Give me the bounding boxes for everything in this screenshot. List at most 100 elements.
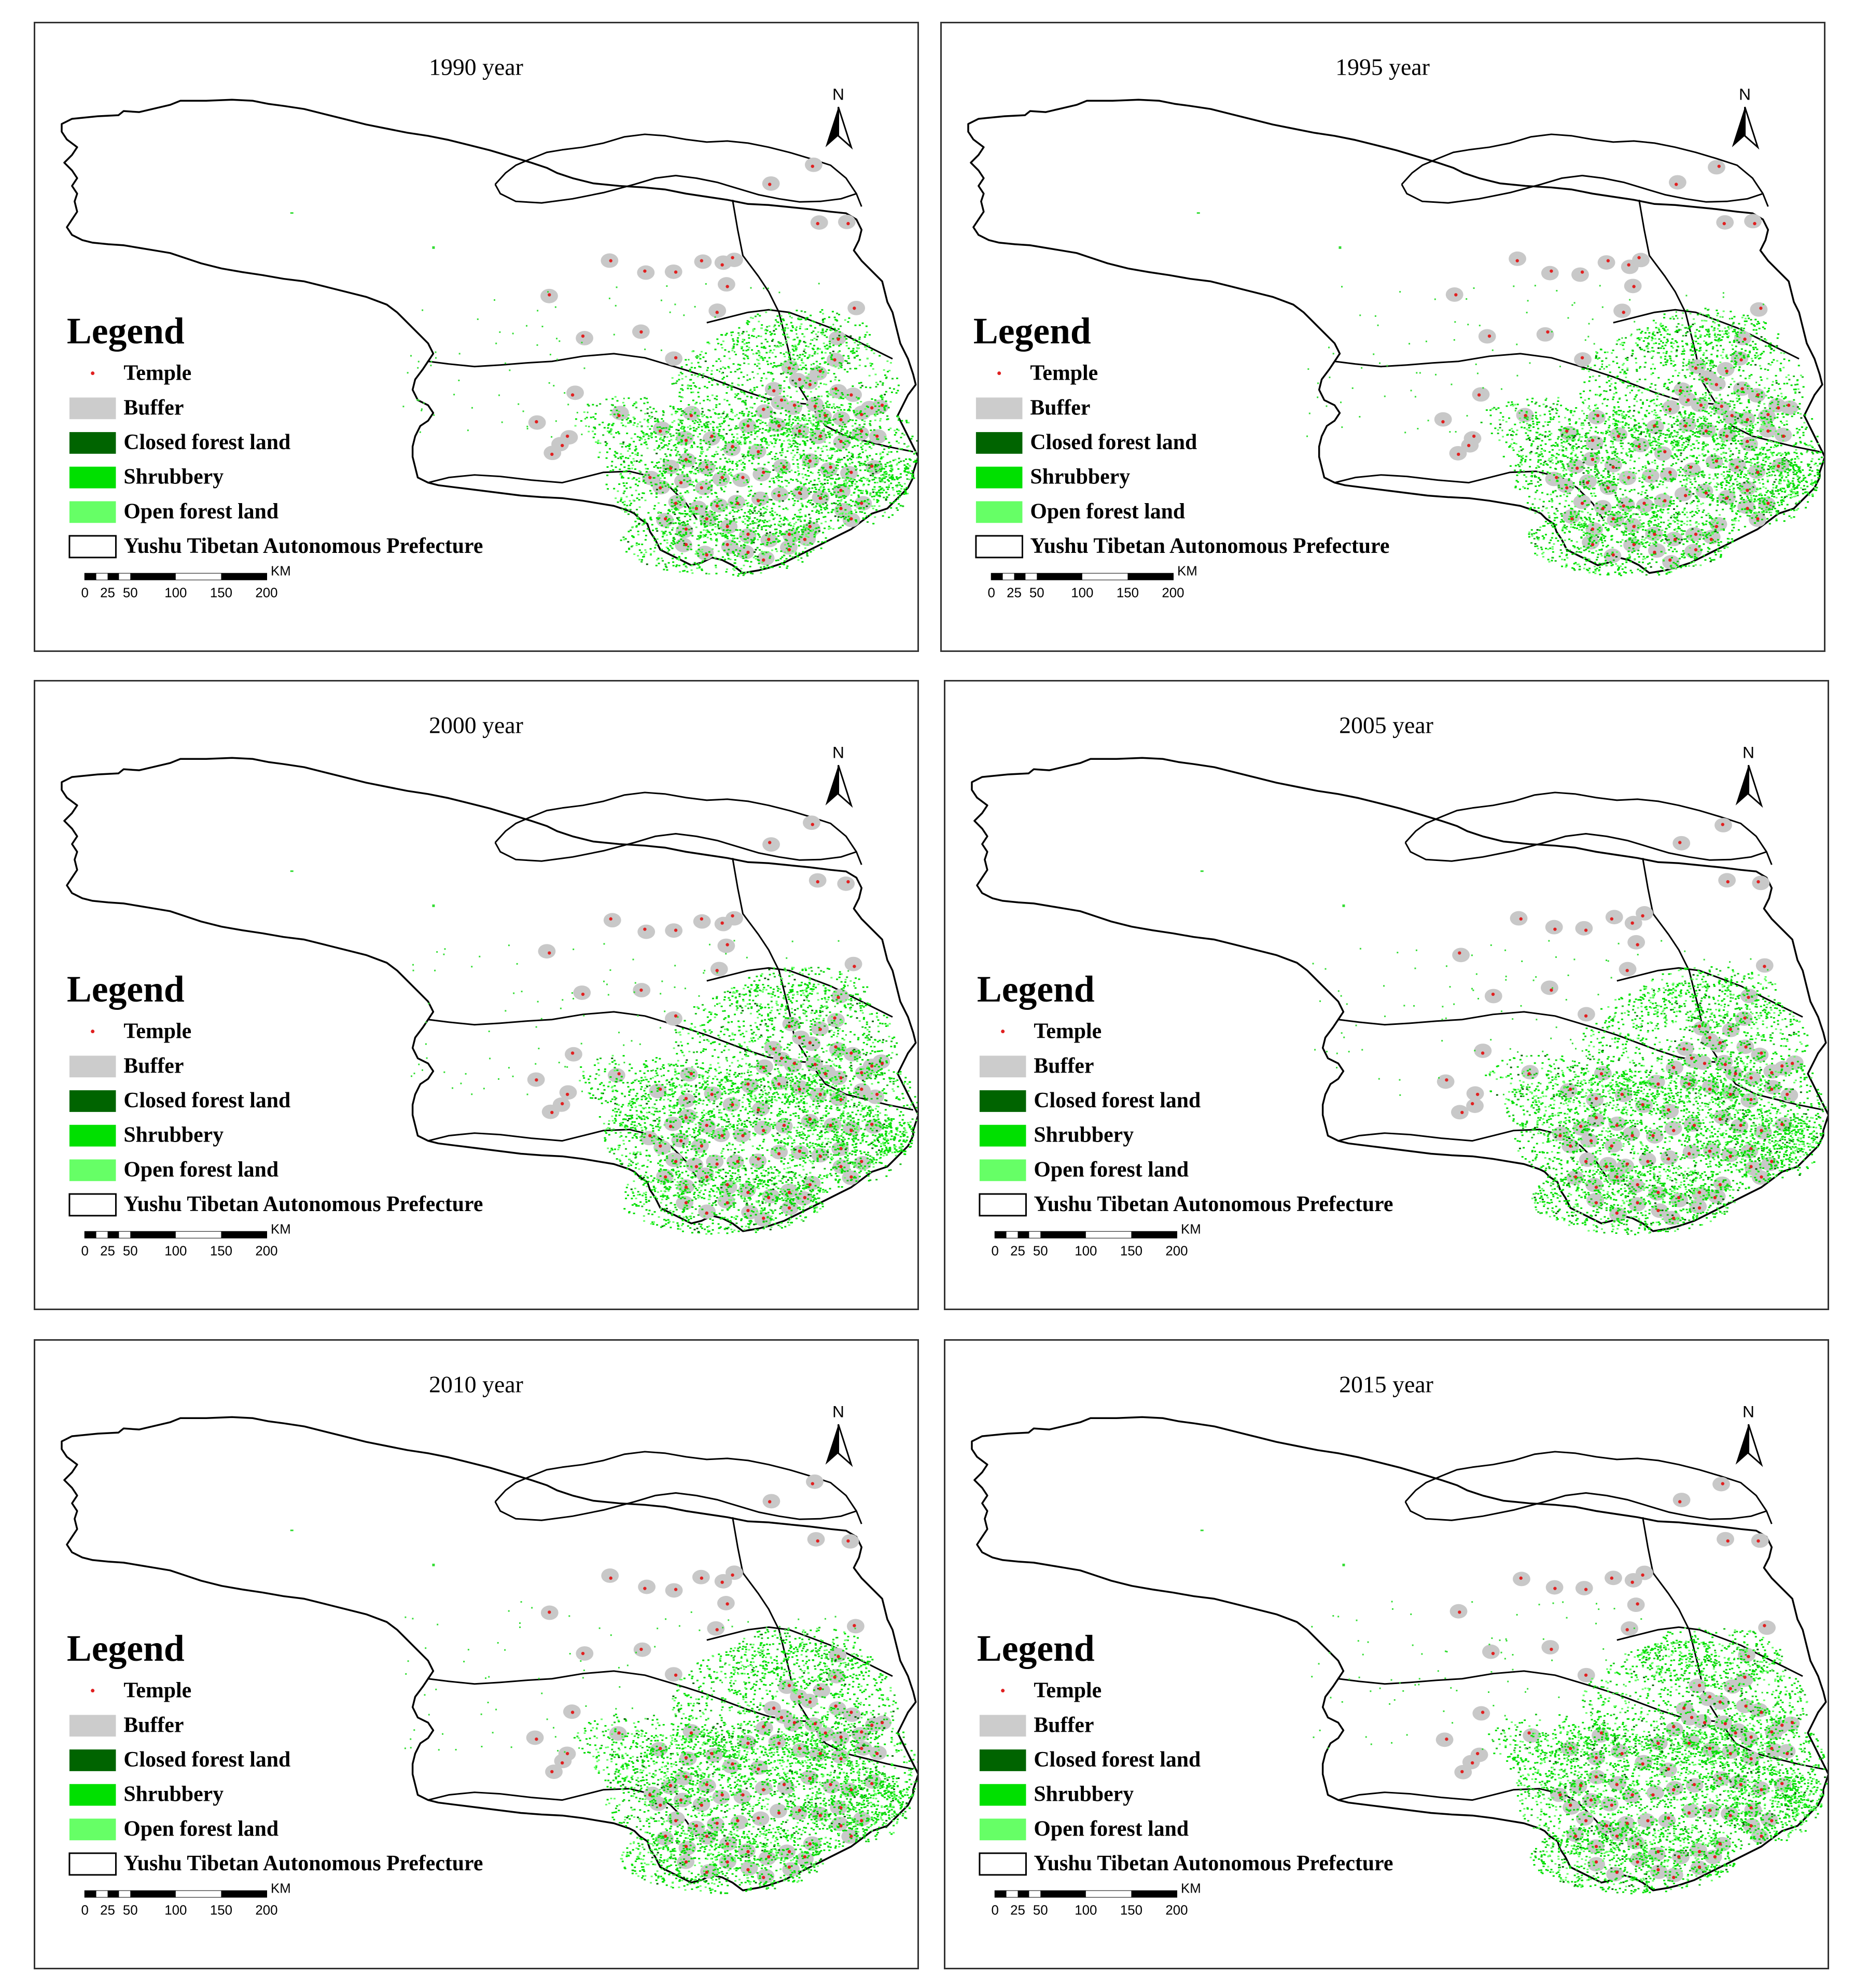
legend-item: Closed forest land xyxy=(979,1089,1201,1113)
county-boundary xyxy=(428,1011,810,1063)
temple-point xyxy=(726,1183,729,1187)
county-boundary xyxy=(1338,1129,1608,1178)
temple-point xyxy=(875,1092,879,1096)
temple-point xyxy=(849,1788,853,1791)
buffer-zone xyxy=(1451,1105,1469,1120)
legend-item: Temple xyxy=(1001,1679,1102,1703)
buffer-zone xyxy=(1689,1199,1707,1214)
temple-point xyxy=(811,823,814,826)
temple-point xyxy=(818,1814,822,1817)
county-boundary xyxy=(1642,858,1824,1111)
temple-point xyxy=(1584,1014,1588,1018)
temple-point xyxy=(1746,418,1749,422)
temple-point xyxy=(548,1610,551,1614)
scale-tick-label: 25 xyxy=(100,1244,115,1259)
buffer-zone xyxy=(1571,267,1589,282)
buffer-zone xyxy=(831,1749,849,1764)
buffer-zone xyxy=(665,923,683,938)
scale-tick-label: 100 xyxy=(1075,1244,1097,1259)
legend-label: Shrubbery xyxy=(1034,1123,1134,1147)
map-svg: 1995 year N Legend Temple Buffer Closed fores… xyxy=(967,54,1824,601)
temple-point xyxy=(875,434,879,438)
temple-point xyxy=(824,414,827,418)
temple-point xyxy=(1460,1770,1464,1774)
temple-point xyxy=(1753,221,1757,226)
buffer-zone xyxy=(526,1730,544,1745)
temple-point xyxy=(1728,1155,1732,1158)
buffer-zone xyxy=(1452,948,1470,963)
temple-point xyxy=(787,1850,791,1854)
temple-point xyxy=(1728,1027,1732,1031)
temple-point xyxy=(705,517,708,521)
buffer-zone xyxy=(1575,921,1593,936)
buffer-zone xyxy=(682,406,701,421)
temple-point xyxy=(1723,1063,1727,1066)
temple-point xyxy=(1565,429,1569,433)
buffer-zone xyxy=(751,491,769,506)
temple-point xyxy=(1672,1066,1676,1069)
temple-point xyxy=(777,494,781,497)
temple-point xyxy=(1515,259,1519,262)
temple-point xyxy=(684,1756,688,1760)
buffer-zone xyxy=(1521,1065,1539,1080)
temple-point xyxy=(1672,1129,1676,1132)
temple-point xyxy=(777,1811,781,1815)
legend-item: Open forest land xyxy=(975,499,1185,523)
temple-point xyxy=(1756,393,1760,397)
temple-point xyxy=(777,1152,781,1156)
legend-item: Temple xyxy=(91,1020,191,1044)
map-svg: 2005 year N Legend Temple Buffer Closed fores… xyxy=(971,712,1828,1259)
scale-tick-label: 150 xyxy=(1120,1903,1142,1918)
buffer-zone xyxy=(680,1067,698,1082)
forest-layer xyxy=(290,212,917,577)
buffer-zone xyxy=(844,956,862,971)
temple-point xyxy=(1760,1788,1763,1791)
temple-point xyxy=(1763,965,1766,968)
buffer-zone xyxy=(1717,362,1735,377)
temple-point xyxy=(731,1573,734,1577)
temple-point xyxy=(1584,928,1588,932)
temple-point xyxy=(705,553,708,557)
temple-point xyxy=(643,927,647,931)
buffer-zone xyxy=(732,472,750,487)
temple-point xyxy=(1605,1165,1609,1169)
scale-unit: KM xyxy=(271,564,291,579)
temple-point xyxy=(694,1824,699,1828)
buffer-zone xyxy=(804,157,823,172)
temple-point xyxy=(818,1687,822,1690)
temple-point xyxy=(560,1102,564,1106)
legend-swatch xyxy=(69,501,116,523)
temple-point xyxy=(1632,543,1636,547)
temple-point xyxy=(1697,1206,1702,1210)
scale-tick-label: 25 xyxy=(100,586,115,601)
temple-point xyxy=(1726,880,1730,884)
temple-point xyxy=(1668,470,1672,474)
buffer-zone xyxy=(1466,1086,1484,1101)
temple-layer xyxy=(1445,823,1794,1220)
temple-point xyxy=(767,1195,771,1200)
temple-point xyxy=(839,1757,843,1761)
legend-swatch xyxy=(69,1749,116,1771)
temple-point xyxy=(1524,414,1527,418)
temple-point xyxy=(1725,434,1728,438)
legend-label: Temple xyxy=(123,1020,191,1044)
temple-point xyxy=(870,1782,874,1785)
temple-point xyxy=(1636,1860,1639,1864)
north-label: N xyxy=(1743,1402,1754,1421)
temple-layer xyxy=(535,164,884,562)
temple-point xyxy=(1527,1072,1531,1076)
buffer-zone xyxy=(538,944,556,959)
panel-title: 2005 year xyxy=(1339,712,1433,739)
temple-point xyxy=(779,1716,784,1719)
buffer-zone xyxy=(803,1036,821,1051)
temple-point xyxy=(1625,1162,1629,1166)
temple-point xyxy=(1678,389,1682,393)
scale-tick-label: 50 xyxy=(123,586,138,601)
temple-point xyxy=(1481,1711,1485,1714)
temple-point xyxy=(1580,270,1584,274)
legend-item: Open forest land xyxy=(979,1158,1189,1181)
county-boundaries xyxy=(428,791,914,1178)
scale-bar: 0 25 50 100 150 200 KM xyxy=(81,1222,291,1259)
buffer-zone xyxy=(559,1085,577,1100)
temple-point xyxy=(1622,504,1625,508)
